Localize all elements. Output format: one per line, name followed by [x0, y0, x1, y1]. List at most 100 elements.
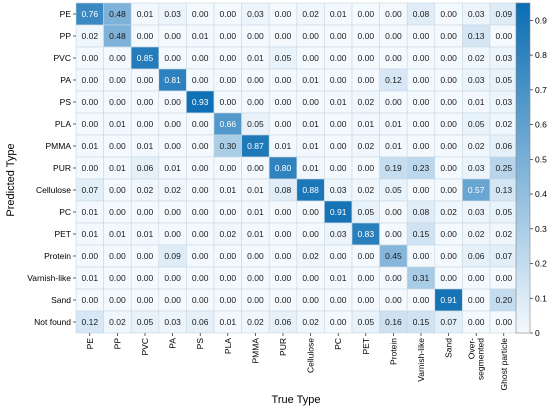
- cell-value-label: 0.00: [440, 163, 457, 173]
- colorbar-tick-label: 0.7: [535, 85, 547, 95]
- cell-value-label: 0.07: [440, 317, 457, 327]
- y-tick-label: PVC: [54, 53, 71, 63]
- cell-value-label: 0.91: [440, 295, 457, 305]
- cell-value-label: 0.00: [220, 31, 237, 41]
- cell-value-label: 0.25: [496, 163, 513, 173]
- cell-value-label: 0.03: [330, 229, 347, 239]
- cell-value-label: 0.12: [385, 75, 402, 85]
- y-tick-label: PC: [59, 207, 71, 217]
- cell-value-label: 0.00: [220, 251, 237, 261]
- cell-value-label: 0.00: [330, 317, 347, 327]
- cell-value-label: 0.01: [220, 185, 237, 195]
- cell-value-label: 0.00: [137, 97, 154, 107]
- cell-value-label: 0.02: [302, 317, 319, 327]
- cell-value-label: 0.00: [192, 141, 209, 151]
- cell-value-label: 0.01: [82, 229, 99, 239]
- y-tick-label: Protein: [44, 251, 71, 261]
- cell-value-label: 0.03: [468, 207, 485, 217]
- cell-value-label: 0.88: [302, 185, 319, 195]
- cell-value-label: 0.91: [330, 207, 347, 217]
- cell-value-label: 0.00: [358, 31, 375, 41]
- cell-value-label: 0.00: [330, 53, 347, 63]
- cell-value-label: 0.00: [275, 9, 292, 19]
- cell-value-label: 0.02: [358, 97, 375, 107]
- cell-value-label: 0.01: [330, 273, 347, 283]
- cell-value-label: 0.01: [82, 141, 99, 151]
- cell-value-label: 0.13: [496, 185, 513, 195]
- cell-value-label: 0.00: [137, 273, 154, 283]
- cell-value-label: 0.00: [496, 317, 513, 327]
- cell-value-label: 0.00: [440, 9, 457, 19]
- cell-value-label: 0.00: [220, 97, 237, 107]
- cell-value-label: 0.01: [385, 141, 402, 151]
- cell-value-label: 0.00: [109, 75, 126, 85]
- cell-value-label: 0.05: [358, 207, 375, 217]
- cell-value-label: 0.00: [82, 119, 99, 129]
- cell-value-label: 0.00: [109, 185, 126, 195]
- cell-value-label: 0.45: [385, 251, 402, 261]
- x-axis-label: True Type: [272, 394, 321, 406]
- cell-value-label: 0.00: [440, 141, 457, 151]
- cell-value-label: 0.00: [109, 207, 126, 217]
- x-tick-label: segmented: [476, 338, 486, 380]
- cell-value-label: 0.01: [137, 229, 154, 239]
- cell-value-label: 0.00: [164, 97, 181, 107]
- cell-value-label: 0.00: [440, 31, 457, 41]
- cell-value-label: 0.03: [468, 9, 485, 19]
- cell-value-label: 0.00: [440, 75, 457, 85]
- cell-value-label: 0.00: [275, 207, 292, 217]
- cell-value-label: 0.01: [302, 119, 319, 129]
- colorbar-tick-label: 0.8: [535, 50, 547, 60]
- cell-value-label: 0.02: [109, 317, 126, 327]
- cell-value-label: 0.00: [137, 251, 154, 261]
- x-tick-label: PA: [168, 338, 178, 349]
- colorbar-tick-label: 0.3: [535, 224, 547, 234]
- colorbar-tick-label: 0.9: [535, 15, 547, 25]
- cell-value-label: 0.00: [137, 119, 154, 129]
- cell-value-label: 0.03: [468, 163, 485, 173]
- cell-value-label: 0.00: [247, 31, 264, 41]
- y-tick-label: PE: [60, 9, 72, 19]
- cell-value-label: 0.02: [468, 229, 485, 239]
- cell-value-label: 0.03: [247, 9, 264, 19]
- cell-value-label: 0.93: [192, 97, 209, 107]
- cell-value-label: 0.00: [330, 251, 347, 261]
- y-tick-label: Not found: [34, 317, 71, 327]
- cell-value-label: 0.76: [82, 9, 99, 19]
- cell-value-label: 0.00: [440, 273, 457, 283]
- cell-value-label: 0.00: [137, 295, 154, 305]
- cell-value-label: 0.00: [413, 185, 430, 195]
- cell-value-label: 0.00: [137, 31, 154, 41]
- cell-value-label: 0.01: [247, 229, 264, 239]
- cell-value-label: 0.00: [275, 229, 292, 239]
- cell-value-label: 0.00: [247, 251, 264, 261]
- y-tick-label: PMMA: [46, 141, 72, 151]
- y-axis-label: Predicted Type: [5, 143, 17, 216]
- cell-value-label: 0.00: [137, 75, 154, 85]
- cell-value-label: 0.00: [109, 251, 126, 261]
- cell-value-label: 0.00: [358, 53, 375, 63]
- cell-value-label: 0.00: [164, 141, 181, 151]
- cell-value-label: 0.00: [109, 295, 126, 305]
- cell-value-label: 0.01: [247, 185, 264, 195]
- cell-value-label: 0.03: [496, 97, 513, 107]
- cell-value-label: 0.00: [358, 75, 375, 85]
- heatmap-cells: [75, 2, 518, 334]
- cell-value-label: 0.00: [82, 163, 99, 173]
- cell-value-label: 0.00: [192, 229, 209, 239]
- cell-value-label: 0.01: [164, 163, 181, 173]
- cell-value-label: 0.09: [164, 251, 181, 261]
- x-tick-label: PMMA: [250, 338, 260, 364]
- y-tick-label: Cellulose: [36, 185, 71, 195]
- colorbar-tick-label: 0.2: [535, 259, 547, 269]
- cell-value-label: 0.00: [302, 295, 319, 305]
- cell-value-label: 0.00: [164, 31, 181, 41]
- cell-value-label: 0.00: [109, 273, 126, 283]
- cell-value-label: 0.01: [302, 75, 319, 85]
- cell-value-label: 0.05: [496, 75, 513, 85]
- cell-value-label: 0.00: [385, 31, 402, 41]
- cell-value-label: 0.02: [137, 185, 154, 195]
- cell-value-label: 0.00: [192, 251, 209, 261]
- cell-value-label: 0.01: [302, 163, 319, 173]
- x-tick-label: Ghost particle: [499, 338, 509, 391]
